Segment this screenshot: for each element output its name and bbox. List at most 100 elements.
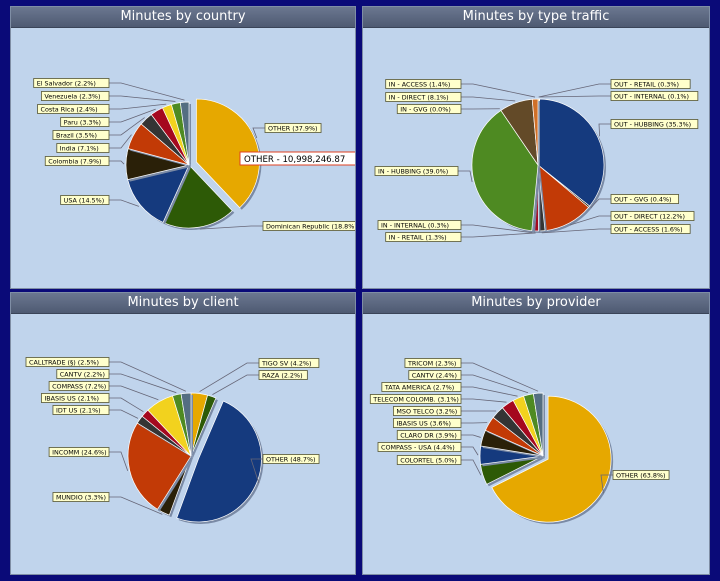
- label-box: [408, 370, 462, 380]
- leader-line: [600, 474, 613, 494]
- leader-line: [109, 373, 177, 394]
- hover-tooltip: OTHER - 10,998,246.87: [239, 151, 355, 166]
- leader-line: [109, 451, 129, 471]
- slice-label-text: RAZA (2.2%): [262, 371, 303, 379]
- label-box: [392, 406, 462, 416]
- slice-label-text: OUT - INTERNAL (0.1%): [614, 92, 689, 100]
- slice-label-ibasis-us: IBASIS US (3.6%): [392, 418, 488, 428]
- pie-slice-other[interactable]: [196, 98, 260, 209]
- slice-label-india: India (7.1%): [56, 134, 132, 153]
- pie-slice-calltrade[interactable]: [180, 392, 192, 457]
- slice-label-text: OUT - HUBBING (35.3%): [614, 120, 691, 128]
- pie-slice-dominican-republic[interactable]: [162, 164, 233, 229]
- slice-label-text: Colombia (7.9%): [48, 157, 101, 165]
- panel-title: Minutes by provider: [363, 293, 709, 314]
- slice-label-compass-usa: COMPASS - USA (4.4%): [377, 442, 479, 456]
- slice-label-venezuela: Venezuela (2.3%): [40, 91, 176, 102]
- label-box: [377, 220, 462, 230]
- label-box: [56, 369, 110, 379]
- slice-label-text: TIGO SV (4.2%): [261, 359, 311, 367]
- label-box: [48, 447, 110, 457]
- leader-line: [199, 225, 263, 230]
- pie-slice-out-hubbing[interactable]: [537, 98, 605, 207]
- slice-label-text: Paru (3.3%): [64, 118, 101, 126]
- label-box: [374, 166, 459, 176]
- slice-label-other: OTHER (37.9%): [252, 123, 322, 139]
- slice-label-text: COMPASS - USA (4.4%): [381, 443, 455, 451]
- slice-label-text: USA (14.5%): [64, 196, 105, 204]
- leader-line: [109, 95, 176, 102]
- slice-label-in-hubbing: IN - HUBBING (39.0%): [374, 166, 473, 182]
- slice-label-text: INCOMM (24.6%): [52, 448, 107, 456]
- slice-label-paru: Paru (3.3%): [60, 108, 156, 127]
- pie-labels: TIGO SV (4.2%) RAZA (2.2%) OTHER (48.7%) MU…: [25, 357, 320, 515]
- slice-label-text: India (7.1%): [60, 144, 99, 152]
- label-box: [610, 91, 699, 101]
- leader-line: [109, 117, 145, 136]
- slice-label-text: IN - HUBBING (39.0%): [378, 167, 448, 175]
- slice-label-dominican-republic: Dominican Republic (18.8%): [199, 221, 355, 231]
- label-box: [396, 430, 462, 440]
- leader-line: [461, 224, 533, 234]
- slice-label-text: OUT - ACCESS (1.6%): [614, 225, 683, 233]
- tooltip-text: OTHER - 10,998,246.87: [244, 155, 345, 165]
- slice-label-raza: RAZA (2.2%): [212, 370, 308, 395]
- pie-slice-el-salvador[interactable]: [179, 101, 190, 166]
- slice-label-mundio: MUNDIO (3.3%): [52, 492, 163, 515]
- pie-slices: [125, 98, 262, 231]
- pie-slices: [127, 392, 264, 524]
- slice-label-out-retail: OUT - RETAIL (0.3%): [538, 79, 691, 98]
- pie-chart-country: OTHER (37.9%) Dominican Republic (18.8%) U…: [33, 78, 355, 231]
- slice-label-out-access: OUT - ACCESS (1.6%): [541, 224, 691, 234]
- slice-label-calltrade: CALLTRADE (§) (2.5%): [25, 357, 187, 392]
- leader-line: [461, 386, 518, 397]
- leader-line: [461, 434, 481, 438]
- slice-label-in-retail: IN - RETAIL (1.3%): [385, 232, 536, 242]
- leader-line: [569, 215, 611, 226]
- pie-slice-in-hubbing[interactable]: [471, 109, 539, 232]
- pie-slice-in-access[interactable]: [531, 98, 539, 166]
- slice-label-out-direct: OUT - DIRECT (12.2%): [569, 211, 695, 226]
- slice-label-text: Costa Rica (2.4%): [41, 105, 98, 113]
- label-box: [385, 232, 462, 242]
- slice-label-cantv: CANTV (2.4%): [408, 370, 529, 394]
- leader-line: [461, 459, 482, 476]
- pie-slice-other[interactable]: [491, 395, 612, 523]
- pie-slice-shadow: [193, 397, 218, 458]
- slice-label-colombia: Colombia (7.9%): [44, 156, 125, 166]
- leader-line: [461, 374, 529, 394]
- label-box: [385, 79, 462, 89]
- label-box: [610, 194, 679, 204]
- panel-title: Minutes by country: [11, 7, 355, 28]
- pie-slice-tricom[interactable]: [532, 392, 544, 457]
- leader-line: [109, 160, 125, 165]
- slice-label-out-hubbing: OUT - HUBBING (35.3%): [598, 119, 699, 137]
- label-box: [33, 78, 110, 88]
- leader-line: [539, 95, 611, 98]
- label-box: [258, 370, 308, 380]
- slice-label-ibasis-us: IBASIS US (2.1%): [40, 393, 144, 413]
- slice-label-brazil: Brazil (3.5%): [52, 117, 145, 140]
- pie-slice-usa[interactable]: [127, 164, 190, 223]
- pie-slice-other[interactable]: [176, 400, 262, 523]
- pie-slice-incomm[interactable]: [127, 422, 192, 510]
- slice-label-tricom: TRICOM (2.3%): [404, 358, 539, 392]
- slice-label-in-gvg: IN - GVG (0.0%): [396, 104, 500, 114]
- slice-label-text: IN - DIRECT (8.1%): [389, 93, 449, 101]
- slice-label-other: OTHER (48.7%): [250, 454, 320, 484]
- slice-label-colortel: COLORTEL (5.0%): [396, 455, 482, 476]
- pie-slice-raza[interactable]: [190, 394, 217, 457]
- slice-label-text: Brazil (3.5%): [56, 131, 97, 139]
- slice-label-telecom-colomb: TELECOM COLOMB. (3.1%): [369, 394, 507, 404]
- slice-label-costa-rica: Costa Rica (2.4%): [37, 103, 167, 114]
- leader-line: [109, 82, 185, 101]
- leader-line: [109, 385, 159, 401]
- leader-line: [212, 374, 259, 395]
- slice-label-text: IDT US (2.1%): [56, 406, 101, 414]
- leader-line: [199, 362, 259, 392]
- slice-label-text: IBASIS US (3.6%): [396, 419, 451, 427]
- slice-label-text: OTHER (48.7%): [266, 455, 316, 463]
- pie-slices: [471, 98, 606, 233]
- slice-label-text: COLORTEL (5.0%): [400, 456, 457, 464]
